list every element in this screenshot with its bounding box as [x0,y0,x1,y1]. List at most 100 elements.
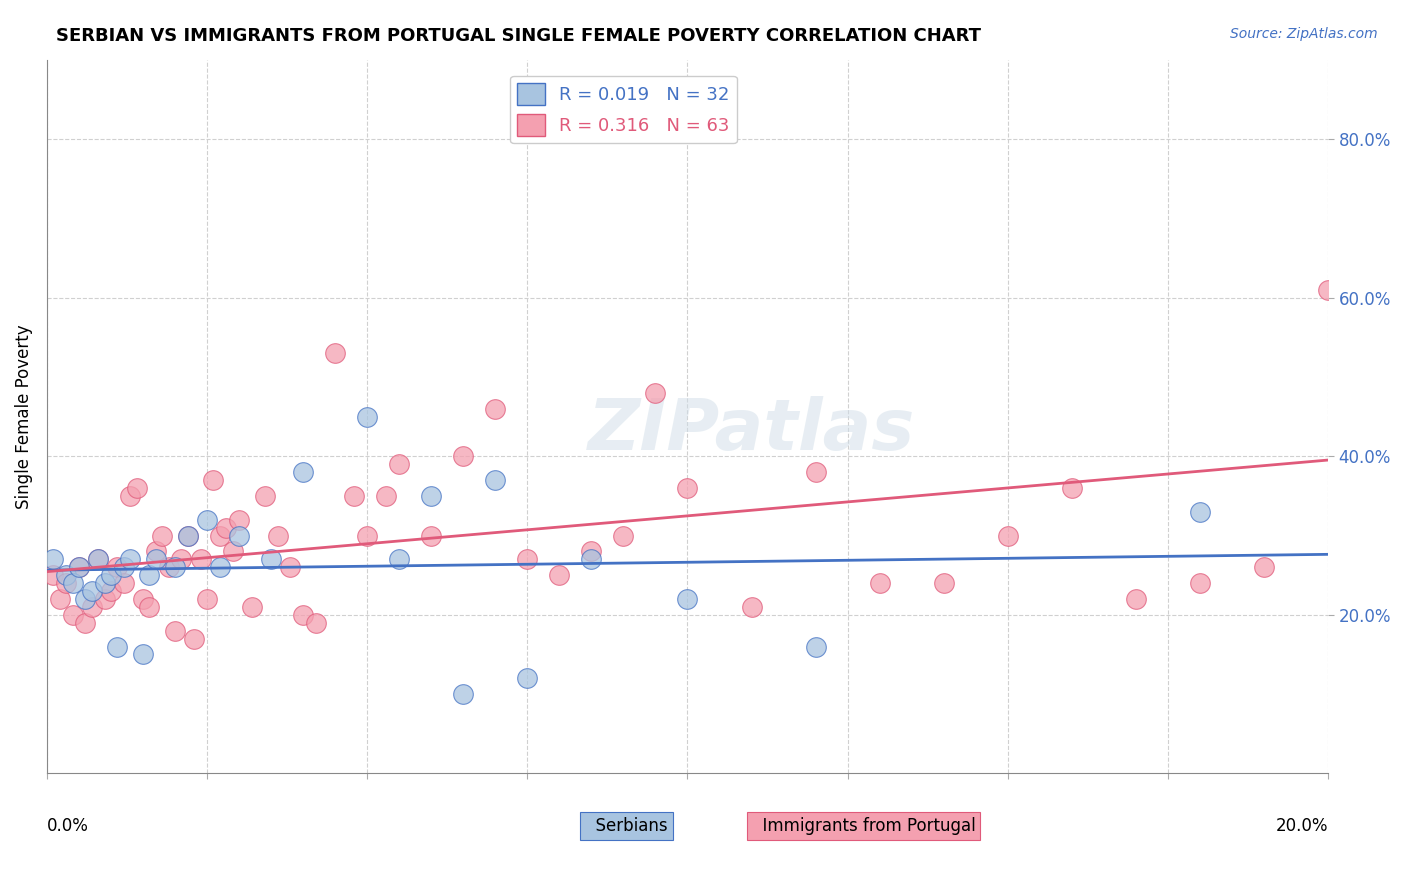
Point [228,513,250,527]
Point [1188,576,1211,591]
Point [932,576,955,591]
Point [741,599,763,614]
Point [1317,283,1340,297]
Point [138,568,160,582]
Point [170,552,193,566]
Point [132,648,155,662]
Point [120,489,142,503]
Point [112,576,135,591]
Point [292,465,315,479]
Point [163,560,186,574]
Point [1253,560,1275,574]
Point [1188,505,1211,519]
Point [87,552,110,566]
Point [343,489,366,503]
Point [80,599,103,614]
Point [453,449,475,463]
Point [484,473,506,487]
Point [228,528,250,542]
Point [93,576,115,591]
Point [163,624,186,638]
Point [177,528,200,542]
Point [100,584,122,599]
Point [548,568,571,582]
Point [75,615,97,630]
Point [997,528,1019,542]
Point [420,489,443,503]
Point [581,544,603,558]
Point [292,607,315,622]
Point [356,409,378,424]
Legend: R = 0.019   N = 32, R = 0.316   N = 63: R = 0.019 N = 32, R = 0.316 N = 63 [510,76,737,144]
Text: Source: ZipAtlas.com: Source: ZipAtlas.com [1230,27,1378,41]
Point [356,528,378,542]
Point [67,560,90,574]
Point [676,591,699,606]
Point [100,568,122,582]
Point [125,481,148,495]
Point [183,632,205,646]
Text: 20.0%: 20.0% [1275,816,1329,835]
Point [375,489,398,503]
Point [278,560,301,574]
Point [804,640,827,654]
Point [676,481,699,495]
Point [516,671,538,685]
Point [221,544,243,558]
Point [120,552,142,566]
Text: SERBIAN VS IMMIGRANTS FROM PORTUGAL SINGLE FEMALE POVERTY CORRELATION CHART: SERBIAN VS IMMIGRANTS FROM PORTUGAL SING… [56,27,981,45]
Y-axis label: Single Female Poverty: Single Female Poverty [15,324,32,508]
Point [93,591,115,606]
Point [1060,481,1083,495]
Point [240,599,263,614]
Point [420,528,443,542]
Point [305,615,328,630]
Text: ZIPatlas: ZIPatlas [588,396,915,466]
Point [190,552,212,566]
Point [87,552,110,566]
Point [132,591,155,606]
Text: Immigrants from Portugal: Immigrants from Portugal [752,816,976,835]
Point [105,640,128,654]
Point [157,560,180,574]
Point [112,560,135,574]
Point [150,528,173,542]
Point [253,489,276,503]
Text: Serbians: Serbians [585,816,668,835]
Point [215,520,238,534]
Point [1381,473,1403,487]
Point [388,457,411,471]
Point [55,568,77,582]
Point [869,576,891,591]
Point [55,576,77,591]
Point [62,607,84,622]
Point [484,401,506,416]
Point [105,560,128,574]
Point [42,568,65,582]
Text: 0.0%: 0.0% [46,816,89,835]
Point [42,552,65,566]
Point [516,552,538,566]
Point [453,687,475,701]
Point [195,513,218,527]
Point [266,528,288,542]
Point [804,465,827,479]
Point [323,346,346,360]
Point [260,552,283,566]
Point [145,552,167,566]
Point [208,560,231,574]
Point [145,544,167,558]
Point [581,552,603,566]
Point [177,528,200,542]
Point [62,576,84,591]
Point [388,552,411,566]
Point [644,385,666,400]
Point [48,591,70,606]
Point [75,591,97,606]
Point [202,473,225,487]
Point [612,528,634,542]
Point [208,528,231,542]
Point [80,584,103,599]
Point [67,560,90,574]
Point [1125,591,1147,606]
